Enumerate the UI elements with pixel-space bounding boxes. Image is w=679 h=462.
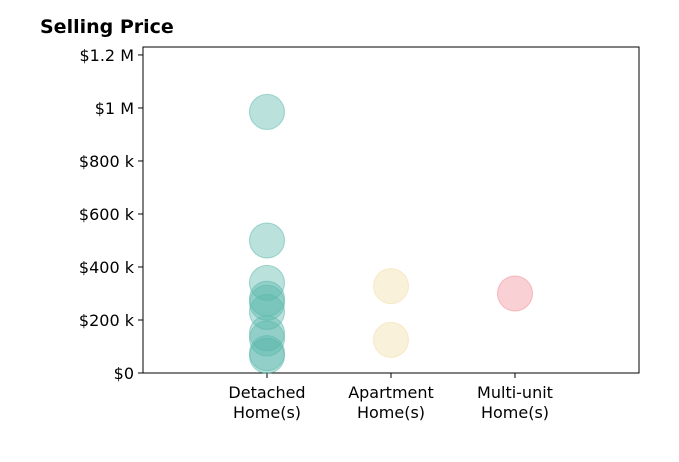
x-tick-label: Multi-unit Home(s) bbox=[477, 383, 553, 422]
x-tick-label: Apartment Home(s) bbox=[348, 383, 434, 422]
x-tick-label-line: Detached bbox=[228, 383, 305, 402]
data-point bbox=[249, 294, 285, 331]
x-tick-label-line: Home(s) bbox=[481, 403, 549, 422]
data-point bbox=[249, 93, 285, 130]
chart-title: Selling Price bbox=[40, 16, 174, 38]
y-tick-label: $600 k bbox=[79, 205, 135, 224]
y-tick-label: $1 M bbox=[95, 99, 134, 118]
x-tick-label-line: Home(s) bbox=[357, 403, 425, 422]
x-tick-label-line: Multi-unit bbox=[477, 383, 553, 402]
x-tick-label-line: Home(s) bbox=[233, 403, 301, 422]
y-tick-label: $800 k bbox=[79, 152, 135, 171]
data-points bbox=[249, 93, 533, 374]
y-axis: $0 $200 k $400 k $600 k $800 k $1 M $1.2 M bbox=[79, 46, 143, 383]
y-tick-label: $0 bbox=[114, 364, 134, 383]
data-point bbox=[249, 264, 285, 301]
data-point bbox=[249, 315, 285, 352]
data-point bbox=[249, 337, 285, 374]
x-axis: Detached Home(s)Apartment Home(s)Multi-uni… bbox=[228, 373, 553, 422]
y-tick-label: $1.2 M bbox=[79, 46, 134, 65]
x-tick-label-line: Apartment bbox=[348, 383, 434, 402]
data-point bbox=[249, 284, 285, 321]
x-tick-label: Detached Home(s) bbox=[228, 383, 305, 422]
data-point bbox=[249, 222, 285, 259]
y-tick-label: $400 k bbox=[79, 258, 135, 277]
data-point bbox=[497, 275, 533, 312]
y-tick-label: $200 k bbox=[79, 311, 135, 330]
data-point bbox=[373, 321, 409, 358]
data-point bbox=[373, 268, 409, 305]
